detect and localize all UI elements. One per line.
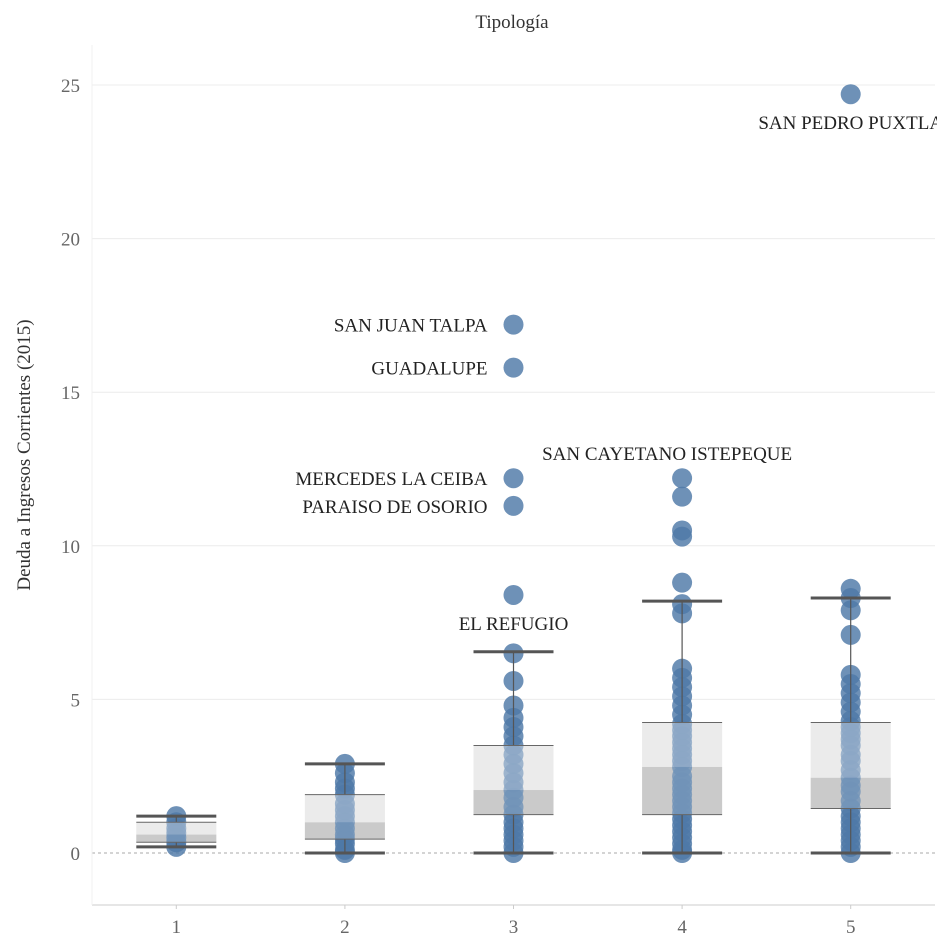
- axes: 0 5 10 15 20 25 1 2 3 4 5: [61, 45, 935, 938]
- box-overlay-lower: [473, 790, 554, 815]
- x-tick-label: 3: [509, 917, 519, 938]
- x-tick-label: 1: [172, 917, 182, 938]
- data-point: [503, 357, 524, 378]
- box-overlay-upper: [642, 722, 723, 767]
- y-tick-label: 25: [61, 76, 80, 97]
- data-point: [840, 578, 861, 599]
- point-annotation: GUADALUPE: [371, 359, 487, 380]
- data-points: [166, 84, 861, 863]
- box-overlay-upper: [136, 822, 217, 835]
- chart-title: Tipología: [475, 12, 549, 33]
- point-annotation: SAN JUAN TALPA: [334, 316, 488, 337]
- box-overlay-lower: [304, 822, 385, 840]
- data-point: [672, 572, 693, 593]
- box-overlay-lower: [642, 766, 723, 815]
- data-point: [672, 486, 693, 507]
- gridlines: [92, 84, 935, 854]
- data-point: [503, 495, 524, 516]
- point-annotation: SAN CAYETANO ISTEPEQUE: [542, 444, 792, 465]
- y-tick-label: 5: [71, 690, 81, 711]
- point-annotation: MERCEDES LA CEIBA: [295, 469, 487, 490]
- data-point: [672, 468, 693, 489]
- y-tick-label: 20: [61, 230, 80, 251]
- data-point: [672, 520, 693, 541]
- x-tick-label: 5: [846, 917, 856, 938]
- point-annotation: SAN PEDRO PUXTLA: [758, 113, 937, 134]
- box-overlay-upper: [810, 722, 891, 778]
- x-tick-label: 4: [677, 917, 687, 938]
- y-axis-title: Deuda a Ingresos Corrientes (2015): [14, 319, 35, 590]
- data-point: [840, 84, 861, 105]
- y-tick-label: 0: [71, 844, 81, 865]
- whiskers: [136, 596, 891, 855]
- y-tick-label: 10: [61, 537, 80, 558]
- box-overlay-upper: [304, 794, 385, 823]
- x-tick-label: 2: [340, 917, 350, 938]
- annotations: SAN PEDRO PUXTLA SAN JUAN TALPA GUADALUPE S…: [295, 113, 937, 635]
- data-point: [503, 584, 524, 605]
- box-overlay-upper: [473, 745, 554, 791]
- point-annotation: EL REFUGIO: [459, 614, 569, 635]
- data-point: [503, 468, 524, 489]
- y-tick-label: 15: [61, 383, 80, 404]
- box-overlay-lower: [136, 834, 217, 843]
- box-overlay-lower: [810, 777, 891, 809]
- point-annotation: PARAISO DE OSORIO: [302, 497, 487, 518]
- data-point: [503, 314, 524, 335]
